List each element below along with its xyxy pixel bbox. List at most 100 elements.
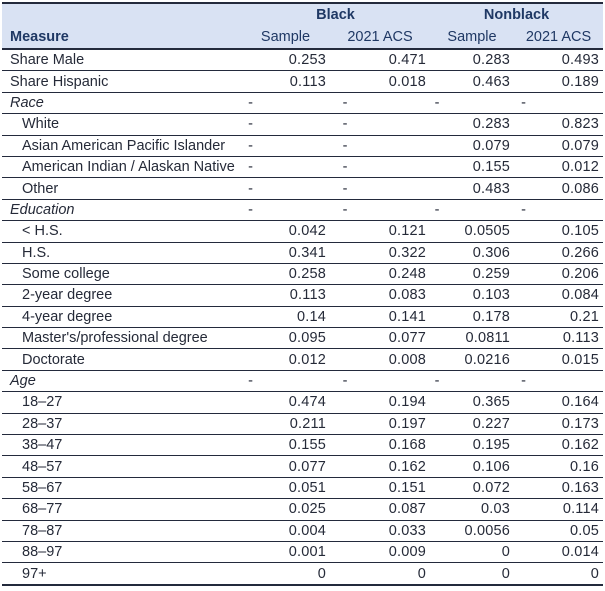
- col-header-black-sample: Sample: [241, 26, 330, 50]
- cell-value: 0.211: [241, 413, 330, 436]
- cell-value: -: [514, 199, 604, 222]
- cell-value: -: [241, 199, 330, 222]
- cell-value: -: [241, 370, 330, 393]
- cell-value: 0.077: [241, 455, 330, 478]
- cell-value: 0: [514, 562, 604, 586]
- cell-value: -: [430, 370, 515, 393]
- table-row: Education - - - -: [2, 199, 604, 222]
- cell-value: -: [330, 156, 431, 179]
- cell-value: 0.162: [330, 455, 431, 478]
- cell-value: 0.014: [514, 541, 604, 564]
- row-label: 58–67: [2, 477, 241, 500]
- cell-value: 0.087: [330, 498, 431, 521]
- table-row: 18–27 0.474 0.194 0.365 0.164: [2, 391, 604, 414]
- section-label: Age: [2, 370, 241, 393]
- cell-value: 0.474: [241, 391, 330, 414]
- cell-value: 0.033: [330, 520, 431, 542]
- row-label: 38–47: [2, 434, 241, 457]
- cell-value: 0.051: [241, 477, 330, 500]
- row-label: 18–27: [2, 391, 241, 414]
- table-row: Some college 0.258 0.248 0.259 0.206: [2, 263, 604, 286]
- cell-value: 0.086: [514, 177, 604, 200]
- cell-value: -: [430, 92, 515, 115]
- cell-value: 0.14: [241, 306, 330, 329]
- cell-value: 0.168: [330, 434, 431, 457]
- cell-value: 0: [430, 562, 515, 586]
- cell-value: -: [330, 135, 431, 157]
- cell-value: 0.106: [430, 455, 515, 478]
- cell-value: 0.095: [241, 327, 330, 350]
- cell-value: 0.227: [430, 413, 515, 436]
- cell-value: 0.001: [241, 541, 330, 564]
- table-row: Race - - - -: [2, 92, 604, 115]
- table-row: < H.S. 0.042 0.121 0.0505 0.105: [2, 220, 604, 243]
- cell-value: 0.0056: [430, 520, 515, 542]
- cell-value: 0.025: [241, 498, 330, 521]
- row-label: 88–97: [2, 541, 241, 564]
- cell-value: -: [514, 370, 604, 393]
- table-row: Age - - - -: [2, 370, 604, 393]
- cell-value: -: [430, 199, 515, 222]
- cell-value: 0.306: [430, 242, 515, 264]
- cell-value: 0.283: [430, 113, 515, 136]
- cell-value: -: [241, 156, 330, 179]
- row-label: 2-year degree: [2, 284, 241, 307]
- cell-value: 0.189: [514, 70, 604, 93]
- row-label: American Indian / Alaskan Native: [2, 156, 241, 179]
- cell-value: 0.266: [514, 242, 604, 264]
- table-row: Master's/professional degree 0.095 0.077 0.…: [2, 327, 604, 350]
- row-label: Some college: [2, 263, 241, 286]
- table-row: Asian American Pacific Islander - -0.079 0.…: [2, 135, 604, 157]
- cell-value: 0.03: [430, 498, 515, 521]
- cell-value: 0.004: [241, 520, 330, 542]
- cell-value: 0.114: [514, 498, 604, 521]
- table-row: 2-year degree 0.113 0.083 0.103 0.084: [2, 284, 604, 307]
- row-label: 68–77: [2, 498, 241, 521]
- cell-value: -: [241, 92, 330, 115]
- table-row: 88–97 0.001 0.009 0 0.014: [2, 541, 604, 564]
- cell-value: 0.197: [330, 413, 431, 436]
- cell-value: 0.083: [330, 284, 431, 307]
- cell-value: 0.121: [330, 220, 431, 243]
- cell-value: 0.322: [330, 242, 431, 264]
- cell-value: -: [330, 177, 431, 200]
- cell-value: -: [330, 370, 431, 393]
- group-header-nonblack: Nonblack: [430, 3, 604, 26]
- cell-value: -: [241, 135, 330, 157]
- cell-value: 0.471: [330, 49, 431, 72]
- cell-value: 0.483: [430, 177, 515, 200]
- cell-value: 0.015: [514, 348, 604, 371]
- cell-value: 0.16: [514, 455, 604, 478]
- table-row: Share Male 0.253 0.471 0.283 0.493: [2, 49, 604, 72]
- row-label: Other: [2, 177, 241, 200]
- cell-value: 0.283: [430, 49, 515, 72]
- row-label: 48–57: [2, 455, 241, 478]
- cell-value: 0.079: [514, 135, 604, 157]
- table-row: White - -0.283 0.823: [2, 113, 604, 136]
- table-row: Other - -0.483 0.086: [2, 177, 604, 200]
- cell-value: 0.164: [514, 391, 604, 414]
- row-label: 97+: [2, 562, 241, 586]
- cell-value: 0.823: [514, 113, 604, 136]
- row-label: Share Male: [2, 49, 241, 72]
- cell-value: 0.173: [514, 413, 604, 436]
- cell-value: 0.206: [514, 263, 604, 286]
- empty-header-cell: [2, 3, 241, 26]
- row-label: Asian American Pacific Islander: [2, 135, 241, 157]
- cell-value: 0.155: [241, 434, 330, 457]
- row-label: 4-year degree: [2, 306, 241, 329]
- col-header-nonblack-acs: 2021 ACS: [514, 26, 604, 50]
- table-body: Share Male 0.253 0.471 0.283 0.493 Share Hisp…: [2, 49, 604, 586]
- row-label: White: [2, 113, 241, 136]
- cell-value: 0.077: [330, 327, 431, 350]
- cell-value: 0.258: [241, 263, 330, 286]
- cell-value: -: [330, 92, 431, 115]
- column-header-row: Measure Sample 2021 ACS Sample 2021 ACS: [2, 26, 604, 50]
- cell-value: 0.178: [430, 306, 515, 329]
- col-header-black-acs: 2021 ACS: [330, 26, 431, 50]
- section-label: Education: [2, 199, 241, 222]
- table-header: Black Nonblack Measure Sample 2021 ACS S…: [2, 3, 604, 50]
- section-label: Race: [2, 92, 241, 115]
- row-label: Master's/professional degree: [2, 327, 241, 350]
